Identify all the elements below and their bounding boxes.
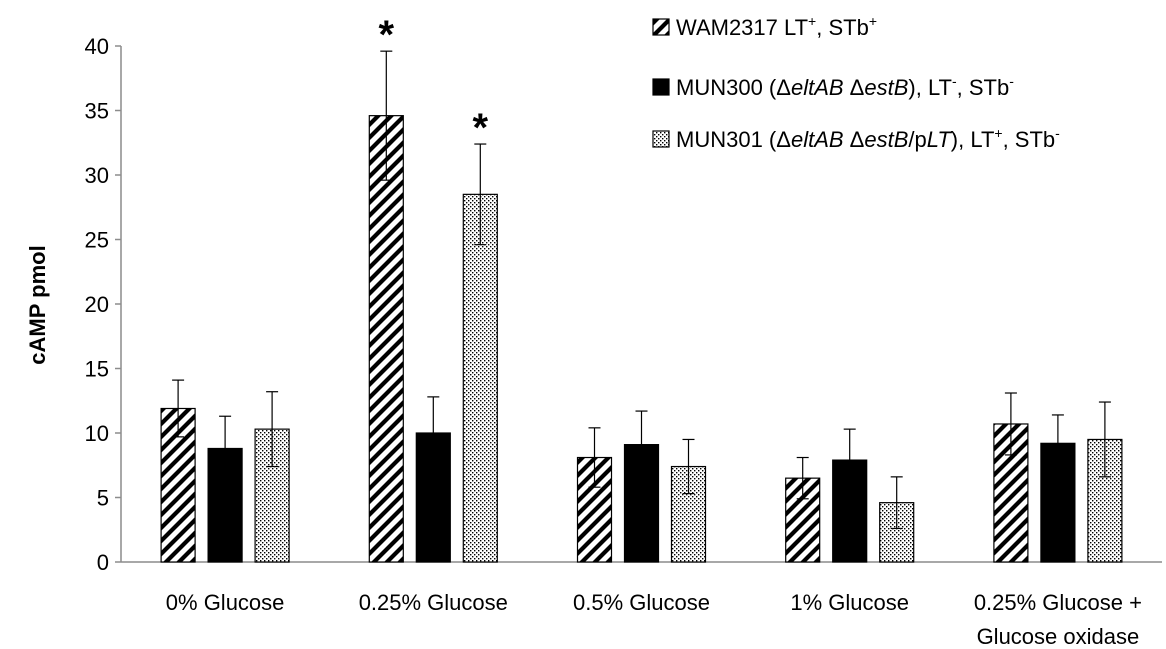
legend-text-part: eltAB (791, 75, 844, 100)
legend-text-part: MUN300 (Δ (676, 75, 791, 100)
legend-swatch-series-3 (652, 130, 670, 148)
legend-text-part: LT (927, 127, 953, 152)
y-tick-label: 30 (85, 163, 109, 188)
legend-label-series-1: WAM2317 LT+, STb+ (676, 13, 877, 40)
legend-text-part: , STb (816, 15, 869, 40)
legend-label-series-2: MUN300 (ΔeltAB ΔestB), LT-, STb- (676, 73, 1014, 100)
y-axis-label: cAMP pmol (25, 245, 50, 364)
legend-text-part: /p (908, 127, 926, 152)
legend-text-part: , STb (957, 75, 1010, 100)
legend-swatch-series-2 (652, 78, 670, 96)
x-category-label: 0% Glucose (166, 590, 285, 615)
y-tick-label: 10 (85, 421, 109, 446)
legend-text-part: ), LT (951, 127, 995, 152)
y-tick-label: 0 (97, 550, 109, 575)
legend-text-part: ), LT (908, 75, 952, 100)
legend-text-part: + (869, 13, 877, 29)
legend-text-part: eltAB (791, 127, 844, 152)
legend-text-part: - (952, 73, 957, 89)
x-category-label: 0.25% Glucose (359, 590, 508, 615)
legend-text-part: - (1009, 73, 1014, 89)
legend-text-part: , STb (1003, 127, 1056, 152)
bar-group (160, 115, 1123, 563)
legend: WAM2317 LT+, STb+MUN300 (ΔeltAB ΔestB), … (652, 13, 1060, 152)
y-tick-label: 5 (97, 486, 109, 511)
legend-text-part: estB (864, 127, 908, 152)
y-tick-label: 25 (85, 228, 109, 253)
y-tick-label: 15 (85, 357, 109, 382)
y-tick-label: 20 (85, 292, 109, 317)
legend-text-part: WAM2317 LT (676, 15, 808, 40)
error-bar-group (172, 50, 1111, 530)
significance-star: * (379, 13, 395, 57)
x-category-label: 0.25% Glucose + (974, 590, 1142, 615)
y-tick-label: 40 (85, 34, 109, 59)
x-category-label: Glucose oxidase (977, 624, 1140, 649)
bar-series-3 (462, 193, 498, 563)
bar-series-1 (368, 115, 404, 563)
significance-star: * (473, 106, 489, 150)
legend-text-part: estB (864, 75, 908, 100)
legend-text-part: + (994, 125, 1002, 141)
y-tick-label: 35 (85, 99, 109, 124)
legend-text-part: + (808, 13, 816, 29)
x-category-label: 1% Glucose (790, 590, 909, 615)
y-axis-ticks: 0 5 10 15 20 25 30 35 40 (85, 34, 121, 575)
x-category-label: 0.5% Glucose (573, 590, 710, 615)
legend-text-part: - (1055, 125, 1060, 141)
legend-text-part: Δ (844, 127, 865, 152)
legend-text-part: Δ (844, 75, 865, 100)
legend-label-series-3: MUN301 (ΔeltAB ΔestB/pLT), LT+, STb- (676, 125, 1060, 152)
x-axis-category-labels: 0% Glucose 0.25% Glucose 0.5% Glucose 1% Gl… (166, 590, 1142, 649)
significance-markers: ** (379, 13, 489, 150)
legend-text-part: MUN301 (Δ (676, 127, 791, 152)
legend-swatch-series-1 (652, 18, 670, 36)
